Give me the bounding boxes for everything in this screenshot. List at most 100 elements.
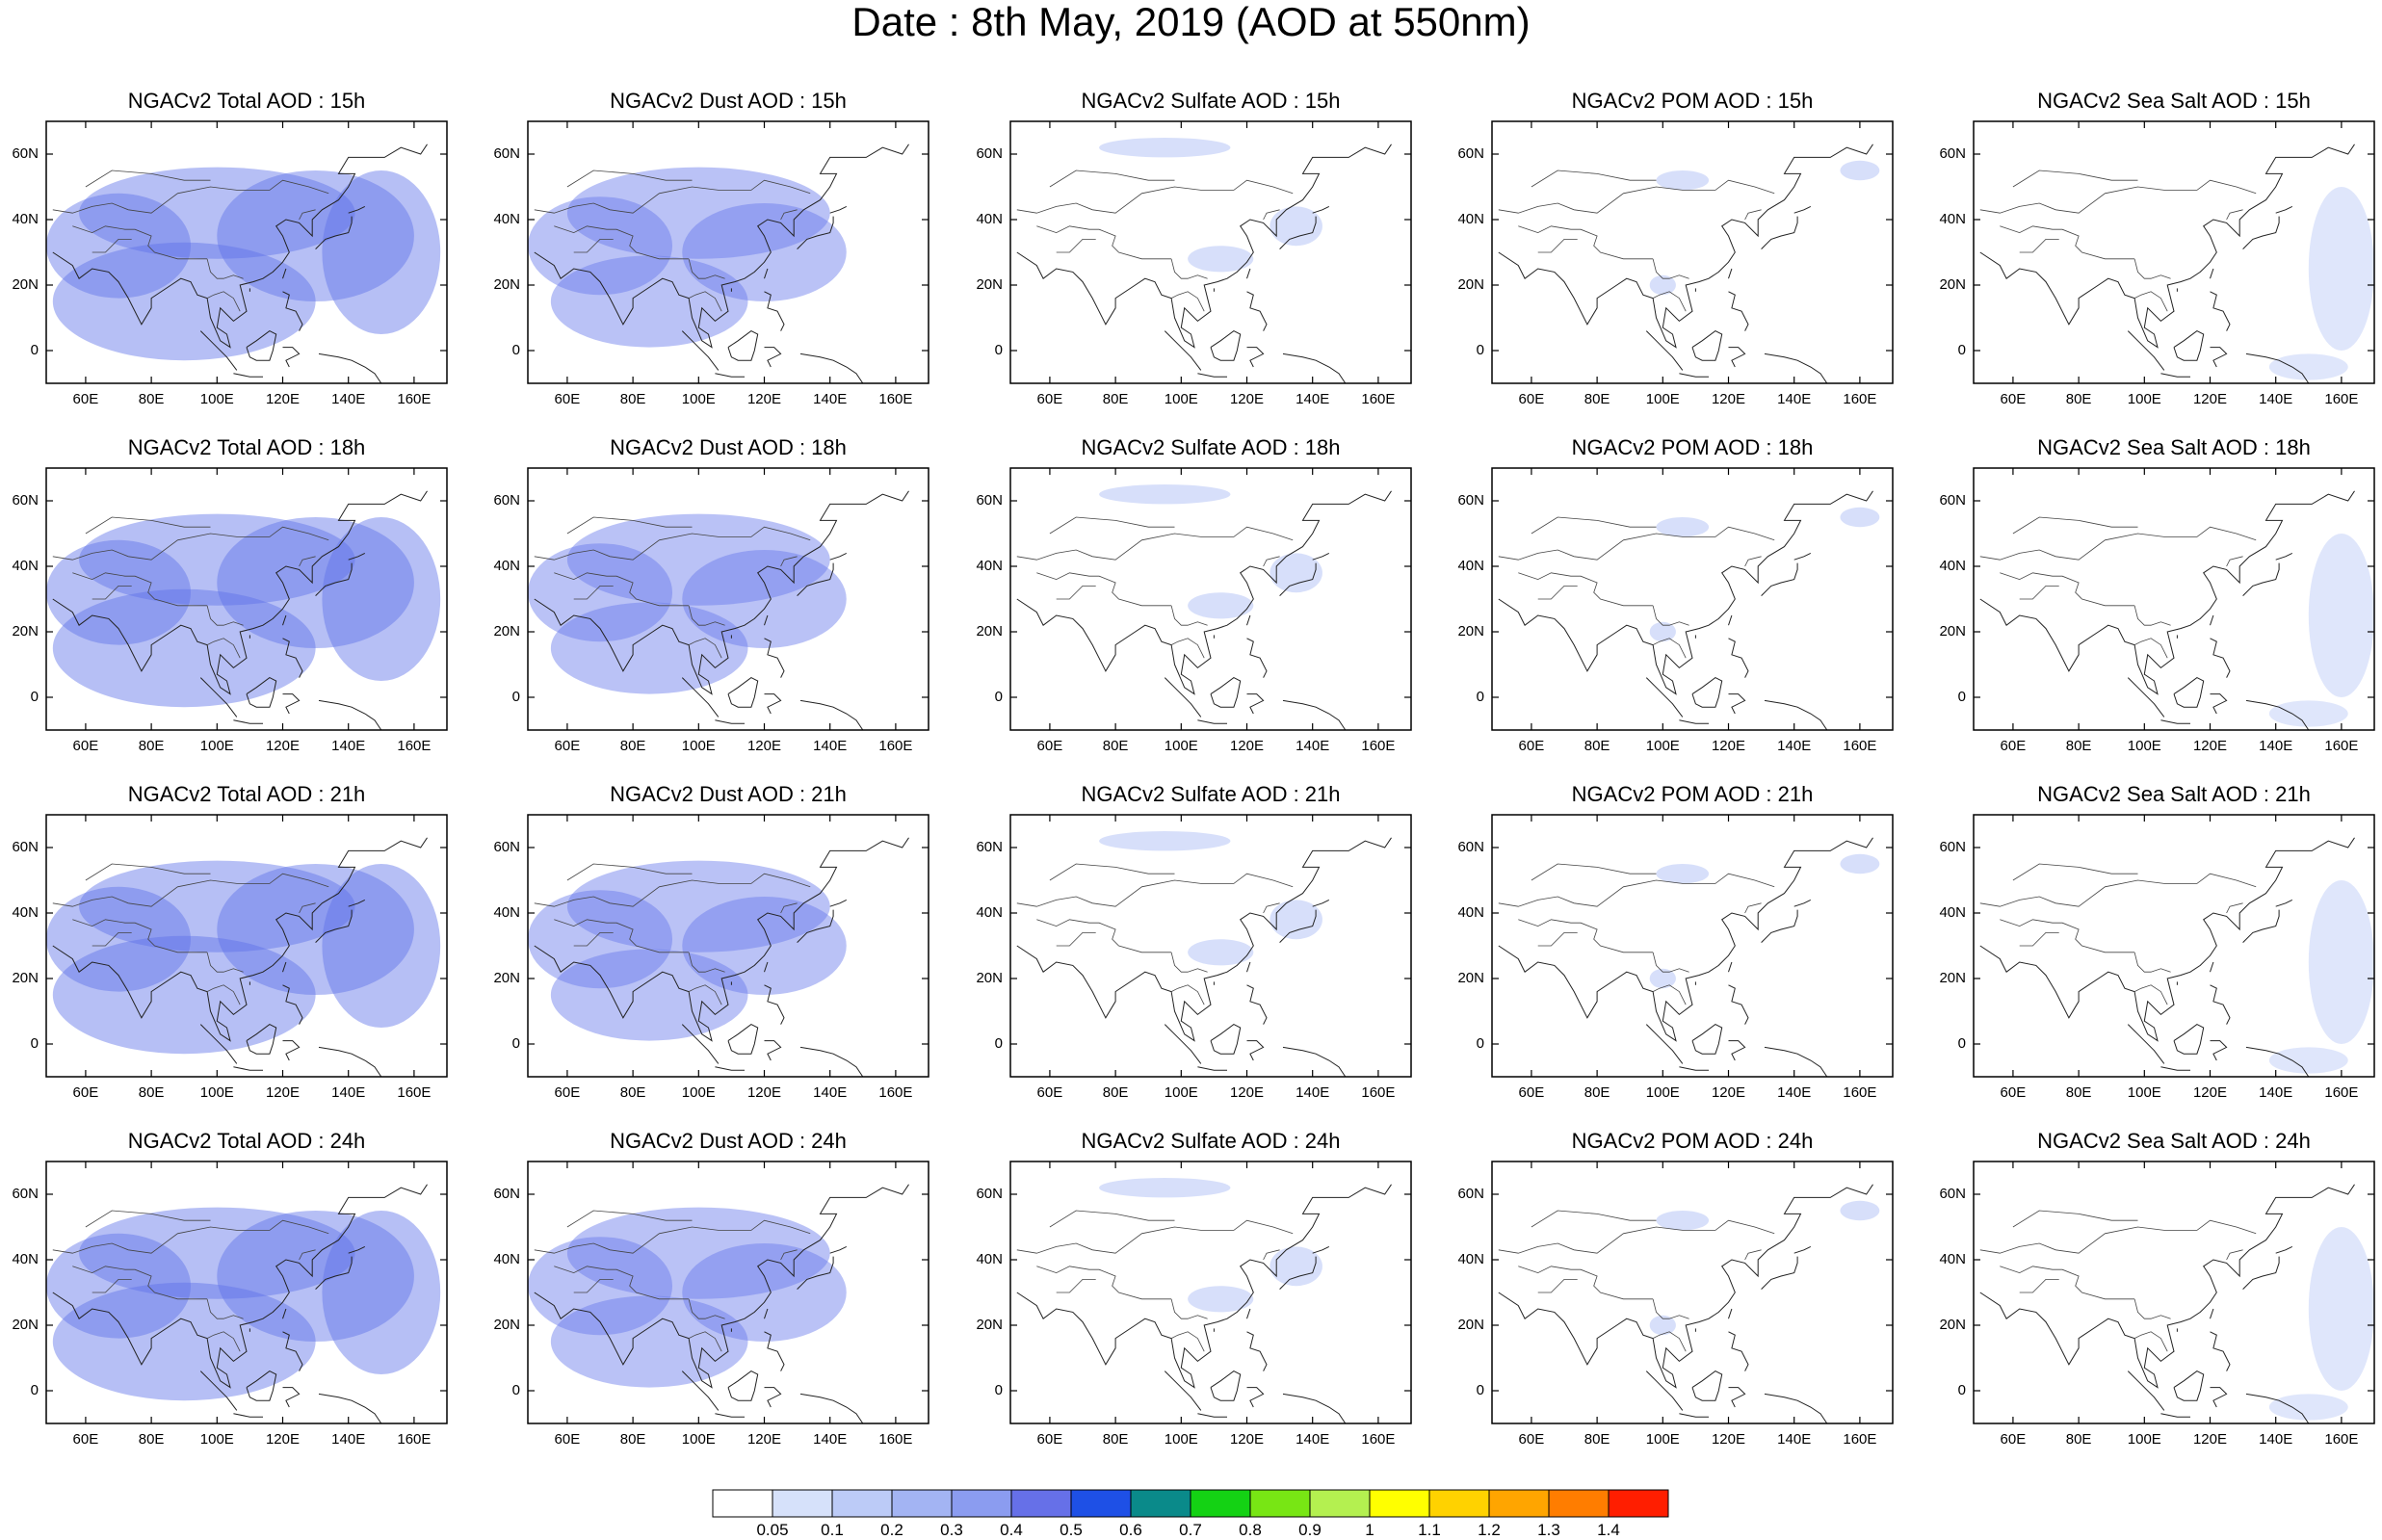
coastline xyxy=(1197,1413,1227,1418)
country-border xyxy=(1531,170,1657,188)
aod-field xyxy=(1649,274,1676,296)
country-border xyxy=(1652,638,1687,659)
x-tick-label: 80E xyxy=(2065,738,2092,754)
coastline xyxy=(2245,352,2310,383)
colorbar-swatch xyxy=(712,1489,773,1518)
coastline xyxy=(2210,984,2231,1025)
country-border xyxy=(573,586,614,600)
country-border xyxy=(1056,239,1096,253)
country-border xyxy=(1170,258,1208,279)
y-tick-label: 20N xyxy=(12,623,39,639)
x-tick-label: 140E xyxy=(1777,738,1812,754)
panel-title: NGACv2 POM AOD : 18h xyxy=(1571,435,1814,459)
coastline xyxy=(1679,1413,1709,1418)
country-border xyxy=(1049,516,1175,535)
coastline xyxy=(1793,1245,1812,1254)
country-border xyxy=(1016,873,1294,907)
y-tick-label: 60N xyxy=(1939,839,1966,855)
country-border xyxy=(1744,1249,1762,1261)
coastline xyxy=(1498,490,1873,695)
coastline xyxy=(2245,1046,2310,1077)
aod-field xyxy=(217,170,414,301)
country-border xyxy=(1170,984,1205,1005)
country-border xyxy=(1498,873,1775,907)
colorbar-label: 1.4 xyxy=(1597,1521,1620,1539)
coastline xyxy=(1679,1066,1709,1071)
country-border xyxy=(573,239,614,253)
coastline xyxy=(2275,205,2293,214)
coastline xyxy=(727,1024,759,1055)
coastline xyxy=(1728,614,1733,626)
coastline xyxy=(318,1393,382,1423)
country-border xyxy=(85,1210,211,1228)
panel-title: NGACv2 Sulfate AOD : 21h xyxy=(1081,782,1341,806)
country-border xyxy=(688,605,725,626)
coastline xyxy=(2245,1393,2310,1423)
coastline xyxy=(1197,1066,1227,1071)
y-tick-label: 40N xyxy=(1939,904,1966,921)
x-tick-label: 100E xyxy=(1645,1431,1680,1448)
aod-field xyxy=(1270,900,1322,940)
map-panel-sulfate xyxy=(1009,120,1412,384)
map-panel-dust xyxy=(527,814,929,1078)
coastline xyxy=(2210,614,2214,626)
aod-field xyxy=(46,193,192,299)
coastline xyxy=(52,1184,428,1389)
coastline xyxy=(282,984,303,1025)
country-border xyxy=(780,209,798,221)
coastline xyxy=(348,205,366,214)
colorbar-swatch xyxy=(1190,1489,1251,1518)
map-panel-dust xyxy=(527,467,929,731)
aod-field xyxy=(1840,160,1880,181)
country-border xyxy=(72,1266,208,1300)
country-border xyxy=(554,1266,690,1300)
country-border xyxy=(688,638,722,659)
aod-field xyxy=(52,242,316,361)
x-tick-label: 80E xyxy=(2065,1431,2092,1448)
y-tick-label: 20N xyxy=(976,623,1003,639)
panel-title: NGACv2 Sea Salt AOD : 18h xyxy=(2037,435,2311,459)
country-border xyxy=(2133,952,2171,973)
country-border xyxy=(1056,932,1096,947)
x-tick-label: 60E xyxy=(2000,1431,2027,1448)
colorbar-label: 1.1 xyxy=(1418,1521,1441,1539)
coastline xyxy=(799,352,864,383)
panel-title: NGACv2 Sulfate AOD : 18h xyxy=(1081,435,1341,459)
y-tick-label: 40N xyxy=(1457,904,1484,921)
country-border xyxy=(1170,952,1208,973)
x-tick-label: 100E xyxy=(199,391,234,407)
x-tick-label: 160E xyxy=(397,1431,432,1448)
country-border xyxy=(1744,556,1762,567)
coastline xyxy=(764,1040,782,1061)
x-tick-label: 160E xyxy=(2324,391,2359,407)
map-frame xyxy=(45,814,448,1078)
x-tick-label: 140E xyxy=(1296,1431,1330,1448)
country-border xyxy=(1652,605,1689,626)
x-tick-label: 60E xyxy=(72,738,99,754)
y-tick-label: 0 xyxy=(1476,1035,1484,1052)
country-border xyxy=(85,863,211,881)
coastline xyxy=(2210,1040,2228,1061)
x-tick-label: 160E xyxy=(2324,738,2359,754)
x-tick-label: 160E xyxy=(1843,391,1877,407)
coastline xyxy=(1197,373,1227,378)
coastline xyxy=(764,961,769,973)
y-tick-label: 60N xyxy=(12,492,39,509)
y-tick-label: 40N xyxy=(12,1251,39,1267)
y-tick-label: 20N xyxy=(1457,276,1484,293)
coastline xyxy=(315,1256,353,1290)
panel-title: NGACv2 Dust AOD : 15h xyxy=(610,89,847,113)
aod-field xyxy=(1270,206,1322,247)
map-frame xyxy=(1491,814,1894,1078)
map-frame xyxy=(1009,467,1412,731)
coastline xyxy=(534,1184,909,1389)
coastline xyxy=(1728,1331,1749,1371)
x-tick-label: 100E xyxy=(681,1431,716,1448)
x-tick-label: 160E xyxy=(878,1084,913,1101)
coastline xyxy=(764,1331,785,1371)
x-tick-label: 100E xyxy=(1645,738,1680,754)
aod-field xyxy=(1840,507,1880,528)
coastline xyxy=(1246,347,1265,368)
country-border xyxy=(2133,1331,2168,1352)
coastline xyxy=(2160,1413,2190,1418)
